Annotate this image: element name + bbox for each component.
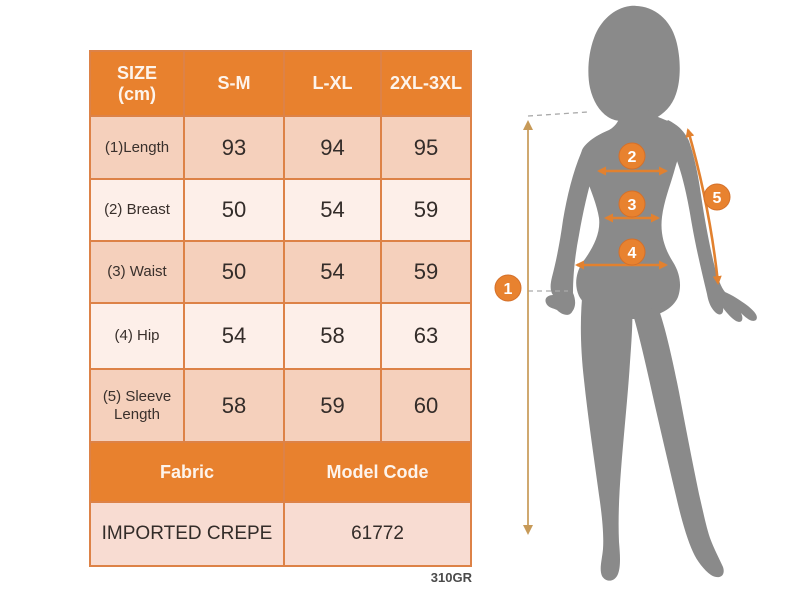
col-header-s-m: S-M <box>185 52 283 115</box>
fabric-value: IMPORTED CREPE <box>91 503 283 565</box>
fabric-header: Fabric <box>91 443 283 501</box>
row-label-length: (1)Length <box>91 117 183 178</box>
silhouette-left-arm <box>545 131 610 315</box>
measurement-diagram: 1 2 3 4 5 <box>494 5 757 581</box>
marker-5-label: 5 <box>713 190 722 207</box>
model-code-value: 61772 <box>285 503 470 565</box>
size-unit-header: SIZE (cm) <box>91 52 183 115</box>
silhouette-right-leg <box>630 304 724 578</box>
row-label-sleeve-length: (5) Sleeve Length <box>91 370 183 441</box>
model-code-header: Model Code <box>285 443 470 501</box>
woman-silhouette <box>545 5 757 581</box>
sleeve-arrow <box>685 128 722 285</box>
row-label-breast: (2) Breast <box>91 180 183 240</box>
marker-1: 1 <box>494 274 522 302</box>
waist-s-m: 50 <box>185 242 283 302</box>
sleeve-s-m: 58 <box>185 370 283 441</box>
silhouette-left-leg <box>580 288 633 581</box>
waist-2xl-3xl: 59 <box>382 242 470 302</box>
marker-5: 5 <box>703 183 731 211</box>
silhouette-head <box>588 5 680 122</box>
hip-2xl-3xl: 63 <box>382 304 470 368</box>
hip-s-m: 54 <box>185 304 283 368</box>
waist-l-xl: 54 <box>285 242 380 302</box>
marker-2: 2 <box>618 142 646 170</box>
length-s-m: 93 <box>185 117 283 178</box>
row-label-waist: (3) Waist <box>91 242 183 302</box>
shoulder-guide-dashed-line <box>527 111 589 117</box>
breast-2xl-3xl: 59 <box>382 180 470 240</box>
marker-1-label: 1 <box>504 281 513 298</box>
size-table: SIZE (cm) S-M L-XL 2XL-3XL (1)Length 93 … <box>89 50 472 567</box>
marker-3: 3 <box>618 190 646 218</box>
length-2xl-3xl: 95 <box>382 117 470 178</box>
breast-s-m: 50 <box>185 180 283 240</box>
breast-l-xl: 54 <box>285 180 380 240</box>
weight-note: 310GR <box>430 570 472 585</box>
marker-4-label: 4 <box>628 245 637 262</box>
col-header-2xl-3xl: 2XL-3XL <box>382 52 470 115</box>
marker-2-label: 2 <box>628 149 637 166</box>
col-header-l-xl: L-XL <box>285 52 380 115</box>
length-l-xl: 94 <box>285 117 380 178</box>
marker-3-label: 3 <box>628 197 637 214</box>
marker-4: 4 <box>618 238 646 266</box>
row-label-hip: (4) Hip <box>91 304 183 368</box>
sleeve-2xl-3xl: 60 <box>382 370 470 441</box>
hip-l-xl: 58 <box>285 304 380 368</box>
sleeve-l-xl: 59 <box>285 370 380 441</box>
